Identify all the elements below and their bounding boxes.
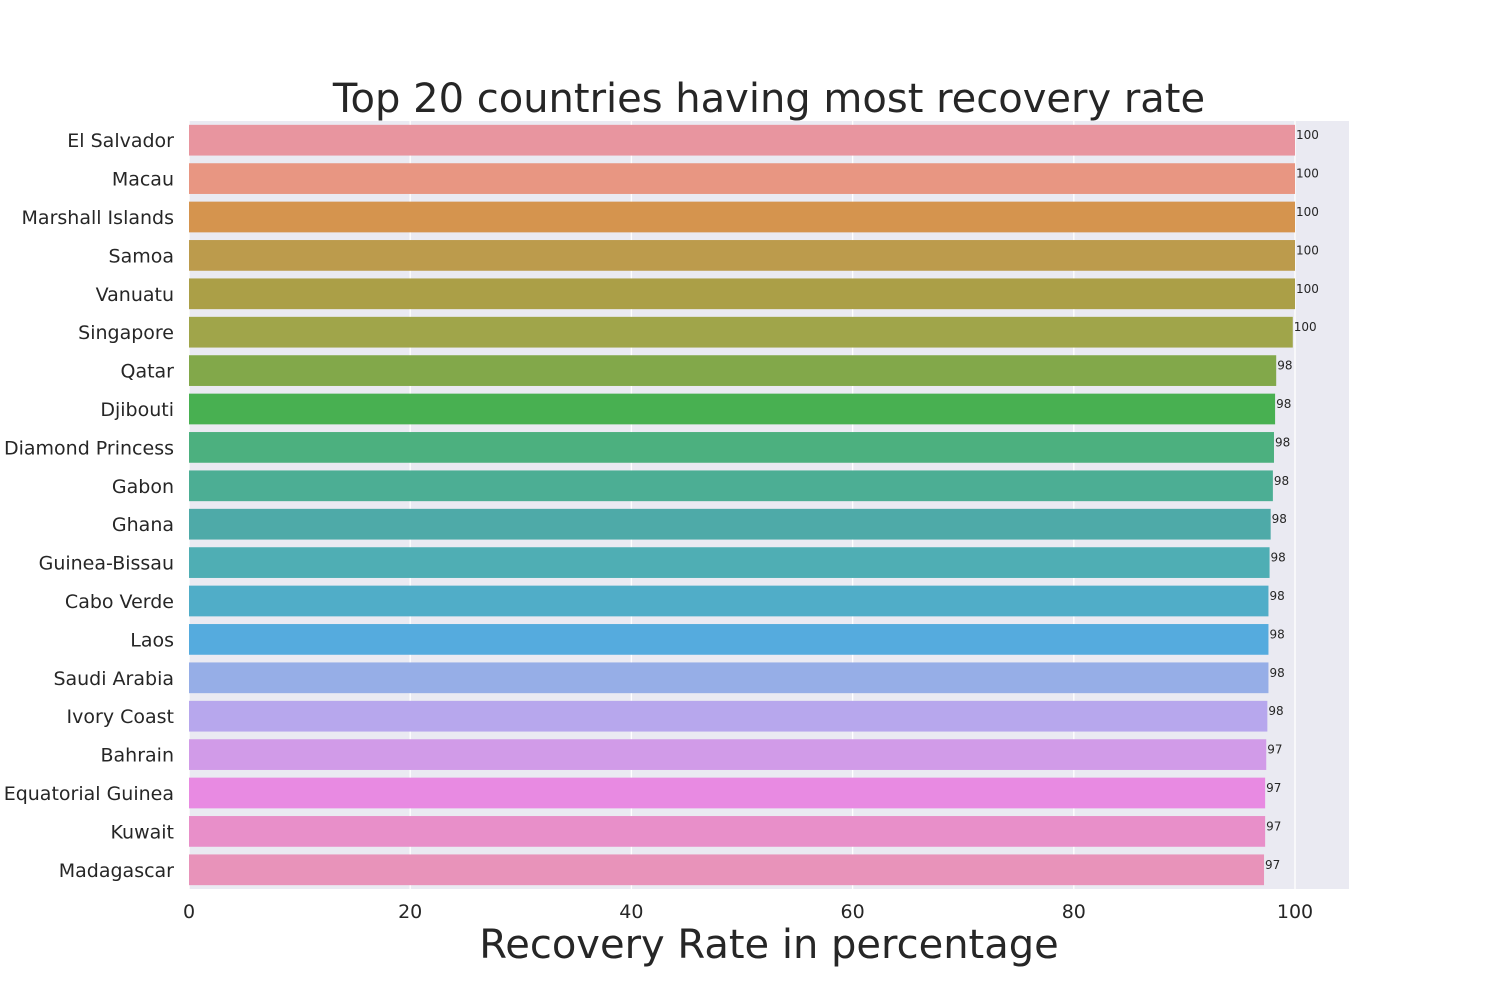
category-label-18: Kuwait: [111, 821, 174, 843]
data-label-10: 98: [1272, 512, 1287, 526]
bar-14: [189, 662, 1269, 694]
x-axis-label: Recovery Rate in percentage: [479, 922, 1059, 968]
bar-9: [189, 470, 1273, 502]
category-label-10: Ghana: [112, 514, 174, 536]
data-label-13: 98: [1269, 627, 1284, 641]
category-label-3: Samoa: [109, 245, 174, 267]
bar-3: [189, 240, 1295, 271]
bar-6: [189, 355, 1277, 386]
data-label-11: 98: [1271, 551, 1286, 565]
data-label-9: 98: [1274, 474, 1289, 488]
bar-13: [189, 624, 1269, 655]
data-label-12: 98: [1269, 589, 1284, 603]
x-tick-label-5: 100: [1277, 901, 1313, 923]
category-label-7: Djibouti: [100, 399, 174, 421]
category-label-19: Madagascar: [59, 860, 174, 882]
category-label-6: Qatar: [120, 361, 174, 383]
category-label-5: Singapore: [78, 322, 174, 344]
bar-19: [189, 854, 1265, 886]
x-tick-label-3: 60: [841, 901, 865, 923]
category-labels-group: El Salvador Macau Marshall Islands Samoa Van…: [4, 130, 174, 882]
x-tick-label-2: 40: [619, 901, 643, 923]
category-label-11: Guinea-Bissau: [39, 553, 174, 575]
category-label-14: Saudi Arabia: [53, 668, 174, 690]
category-label-17: Equatorial Guinea: [4, 783, 174, 805]
category-label-2: Marshall Islands: [22, 207, 174, 229]
x-tick-labels-group: 0 20 40 60 80 100: [183, 901, 1313, 923]
category-label-15: Ivory Coast: [67, 706, 174, 728]
category-label-12: Cabo Verde: [65, 591, 174, 613]
data-label-5: 100: [1294, 320, 1317, 334]
category-label-0: El Salvador: [67, 130, 174, 152]
bar-11: [189, 547, 1270, 578]
bar-5: [189, 316, 1293, 348]
category-label-1: Macau: [112, 169, 174, 191]
data-label-19: 97: [1265, 858, 1280, 872]
data-label-1: 100: [1296, 167, 1319, 181]
data-label-16: 97: [1267, 743, 1282, 757]
bar-18: [189, 816, 1266, 847]
data-label-14: 98: [1269, 666, 1284, 680]
bar-12: [189, 585, 1269, 617]
category-label-13: Laos: [130, 629, 174, 651]
bar-16: [189, 739, 1267, 770]
data-label-0: 100: [1296, 128, 1319, 142]
bar-7: [189, 393, 1276, 425]
data-label-6: 98: [1277, 359, 1292, 373]
data-labels-group: 100 100 100 100 100 100 98 98 98 98 98 98 98 98 98 98 97…: [1265, 128, 1319, 872]
category-label-4: Vanuatu: [96, 284, 174, 306]
category-label-8: Diamond Princess: [4, 437, 174, 459]
plot-background: [189, 121, 1349, 889]
bar-0: [189, 124, 1295, 156]
bars-group: [189, 124, 1295, 886]
category-label-9: Gabon: [112, 476, 174, 498]
data-label-2: 100: [1296, 205, 1319, 219]
bar-4: [189, 278, 1295, 310]
data-label-7: 98: [1276, 397, 1291, 411]
bar-10: [189, 508, 1271, 540]
bar-2: [189, 201, 1295, 233]
data-label-18: 97: [1266, 819, 1281, 833]
data-label-3: 100: [1296, 243, 1319, 257]
category-label-16: Bahrain: [101, 745, 175, 767]
data-label-17: 97: [1266, 781, 1281, 795]
bar-15: [189, 700, 1268, 732]
data-label-4: 100: [1296, 282, 1319, 296]
chart-title: Top 20 countries having most recovery ra…: [332, 76, 1205, 122]
x-tick-label-0: 0: [183, 901, 195, 923]
bar-17: [189, 777, 1266, 809]
x-tick-label-4: 80: [1062, 901, 1086, 923]
data-label-15: 98: [1268, 704, 1283, 718]
data-label-8: 98: [1275, 435, 1290, 449]
x-tick-label-1: 20: [398, 901, 422, 923]
bar-1: [189, 163, 1295, 194]
bar-8: [189, 432, 1274, 463]
